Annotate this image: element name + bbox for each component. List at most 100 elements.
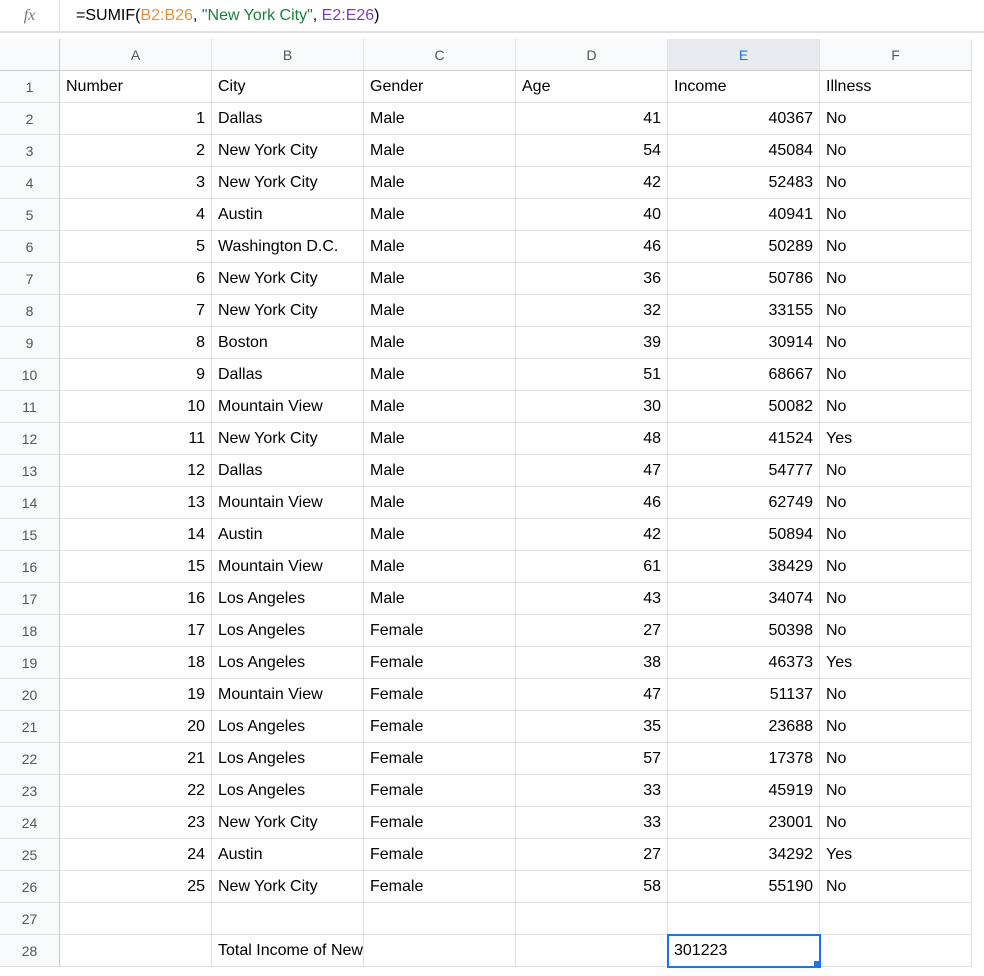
cell-E22[interactable]: 17378 [668,743,820,775]
cell-A3[interactable]: 2 [60,135,212,167]
cell-A21[interactable]: 20 [60,711,212,743]
cell-E14[interactable]: 62749 [668,487,820,519]
cell-C11[interactable]: Male [364,391,516,423]
column-header-D[interactable]: D [516,39,668,71]
cell-E25[interactable]: 34292 [668,839,820,871]
row-header-8[interactable]: 8 [0,295,60,327]
cell-C8[interactable]: Male [364,295,516,327]
cell-F27[interactable] [820,903,972,935]
cell-A24[interactable]: 23 [60,807,212,839]
cell-D12[interactable]: 48 [516,423,668,455]
row-header-10[interactable]: 10 [0,359,60,391]
column-header-F[interactable]: F [820,39,972,71]
cell-C15[interactable]: Male [364,519,516,551]
cell-F17[interactable]: No [820,583,972,615]
cell-B21[interactable]: Los Angeles [212,711,364,743]
row-header-3[interactable]: 3 [0,135,60,167]
cell-C14[interactable]: Male [364,487,516,519]
cell-F6[interactable]: No [820,231,972,263]
cell-D20[interactable]: 47 [516,679,668,711]
cell-D14[interactable]: 46 [516,487,668,519]
row-header-16[interactable]: 16 [0,551,60,583]
cell-D9[interactable]: 39 [516,327,668,359]
cell-B9[interactable]: Boston [212,327,364,359]
row-header-18[interactable]: 18 [0,615,60,647]
cell-B27[interactable] [212,903,364,935]
cell-F7[interactable]: No [820,263,972,295]
cell-F22[interactable]: No [820,743,972,775]
cell-E2[interactable]: 40367 [668,103,820,135]
cell-C4[interactable]: Male [364,167,516,199]
cell-B5[interactable]: Austin [212,199,364,231]
row-header-1[interactable]: 1 [0,71,60,103]
cell-F11[interactable]: No [820,391,972,423]
cell-D1[interactable]: Age [516,71,668,103]
row-header-21[interactable]: 21 [0,711,60,743]
cell-D13[interactable]: 47 [516,455,668,487]
cell-A20[interactable]: 19 [60,679,212,711]
cell-C25[interactable]: Female [364,839,516,871]
cell-A28[interactable] [60,935,212,967]
row-header-9[interactable]: 9 [0,327,60,359]
cell-C7[interactable]: Male [364,263,516,295]
cell-E21[interactable]: 23688 [668,711,820,743]
cell-D18[interactable]: 27 [516,615,668,647]
cell-F24[interactable]: No [820,807,972,839]
cell-A1[interactable]: Number [60,71,212,103]
cell-A10[interactable]: 9 [60,359,212,391]
cell-F16[interactable]: No [820,551,972,583]
cell-D23[interactable]: 33 [516,775,668,807]
cell-E19[interactable]: 46373 [668,647,820,679]
cell-C2[interactable]: Male [364,103,516,135]
cell-D5[interactable]: 40 [516,199,668,231]
cell-D4[interactable]: 42 [516,167,668,199]
cell-F4[interactable]: No [820,167,972,199]
cell-E26[interactable]: 55190 [668,871,820,903]
cell-E27[interactable] [668,903,820,935]
cell-D2[interactable]: 41 [516,103,668,135]
cell-D21[interactable]: 35 [516,711,668,743]
cell-E8[interactable]: 33155 [668,295,820,327]
cell-A7[interactable]: 6 [60,263,212,295]
cell-E23[interactable]: 45919 [668,775,820,807]
cell-B12[interactable]: New York City [212,423,364,455]
column-header-B[interactable]: B [212,39,364,71]
cell-B1[interactable]: City [212,71,364,103]
cell-A22[interactable]: 21 [60,743,212,775]
row-header-5[interactable]: 5 [0,199,60,231]
cell-E18[interactable]: 50398 [668,615,820,647]
cell-C21[interactable]: Female [364,711,516,743]
summary-label[interactable]: Total Income of New York Residents: [212,935,364,967]
cell-E4[interactable]: 52483 [668,167,820,199]
cell-C10[interactable]: Male [364,359,516,391]
cell-A16[interactable]: 15 [60,551,212,583]
cell-F15[interactable]: No [820,519,972,551]
cell-F9[interactable]: No [820,327,972,359]
cell-C24[interactable]: Female [364,807,516,839]
cell-B15[interactable]: Austin [212,519,364,551]
cell-C17[interactable]: Male [364,583,516,615]
cell-C12[interactable]: Male [364,423,516,455]
cell-A8[interactable]: 7 [60,295,212,327]
cell-D10[interactable]: 51 [516,359,668,391]
cell-E9[interactable]: 30914 [668,327,820,359]
cell-E5[interactable]: 40941 [668,199,820,231]
cell-A23[interactable]: 22 [60,775,212,807]
cell-B20[interactable]: Mountain View [212,679,364,711]
row-header-17[interactable]: 17 [0,583,60,615]
cell-B14[interactable]: Mountain View [212,487,364,519]
cell-D22[interactable]: 57 [516,743,668,775]
cell-E28-selected[interactable]: 301223 [668,935,820,967]
cell-C9[interactable]: Male [364,327,516,359]
row-header-2[interactable]: 2 [0,103,60,135]
cell-A11[interactable]: 10 [60,391,212,423]
cell-F18[interactable]: No [820,615,972,647]
cell-E3[interactable]: 45084 [668,135,820,167]
cell-A4[interactable]: 3 [60,167,212,199]
cell-D16[interactable]: 61 [516,551,668,583]
cell-C1[interactable]: Gender [364,71,516,103]
cell-C13[interactable]: Male [364,455,516,487]
cell-B2[interactable]: Dallas [212,103,364,135]
cell-F5[interactable]: No [820,199,972,231]
cell-B18[interactable]: Los Angeles [212,615,364,647]
